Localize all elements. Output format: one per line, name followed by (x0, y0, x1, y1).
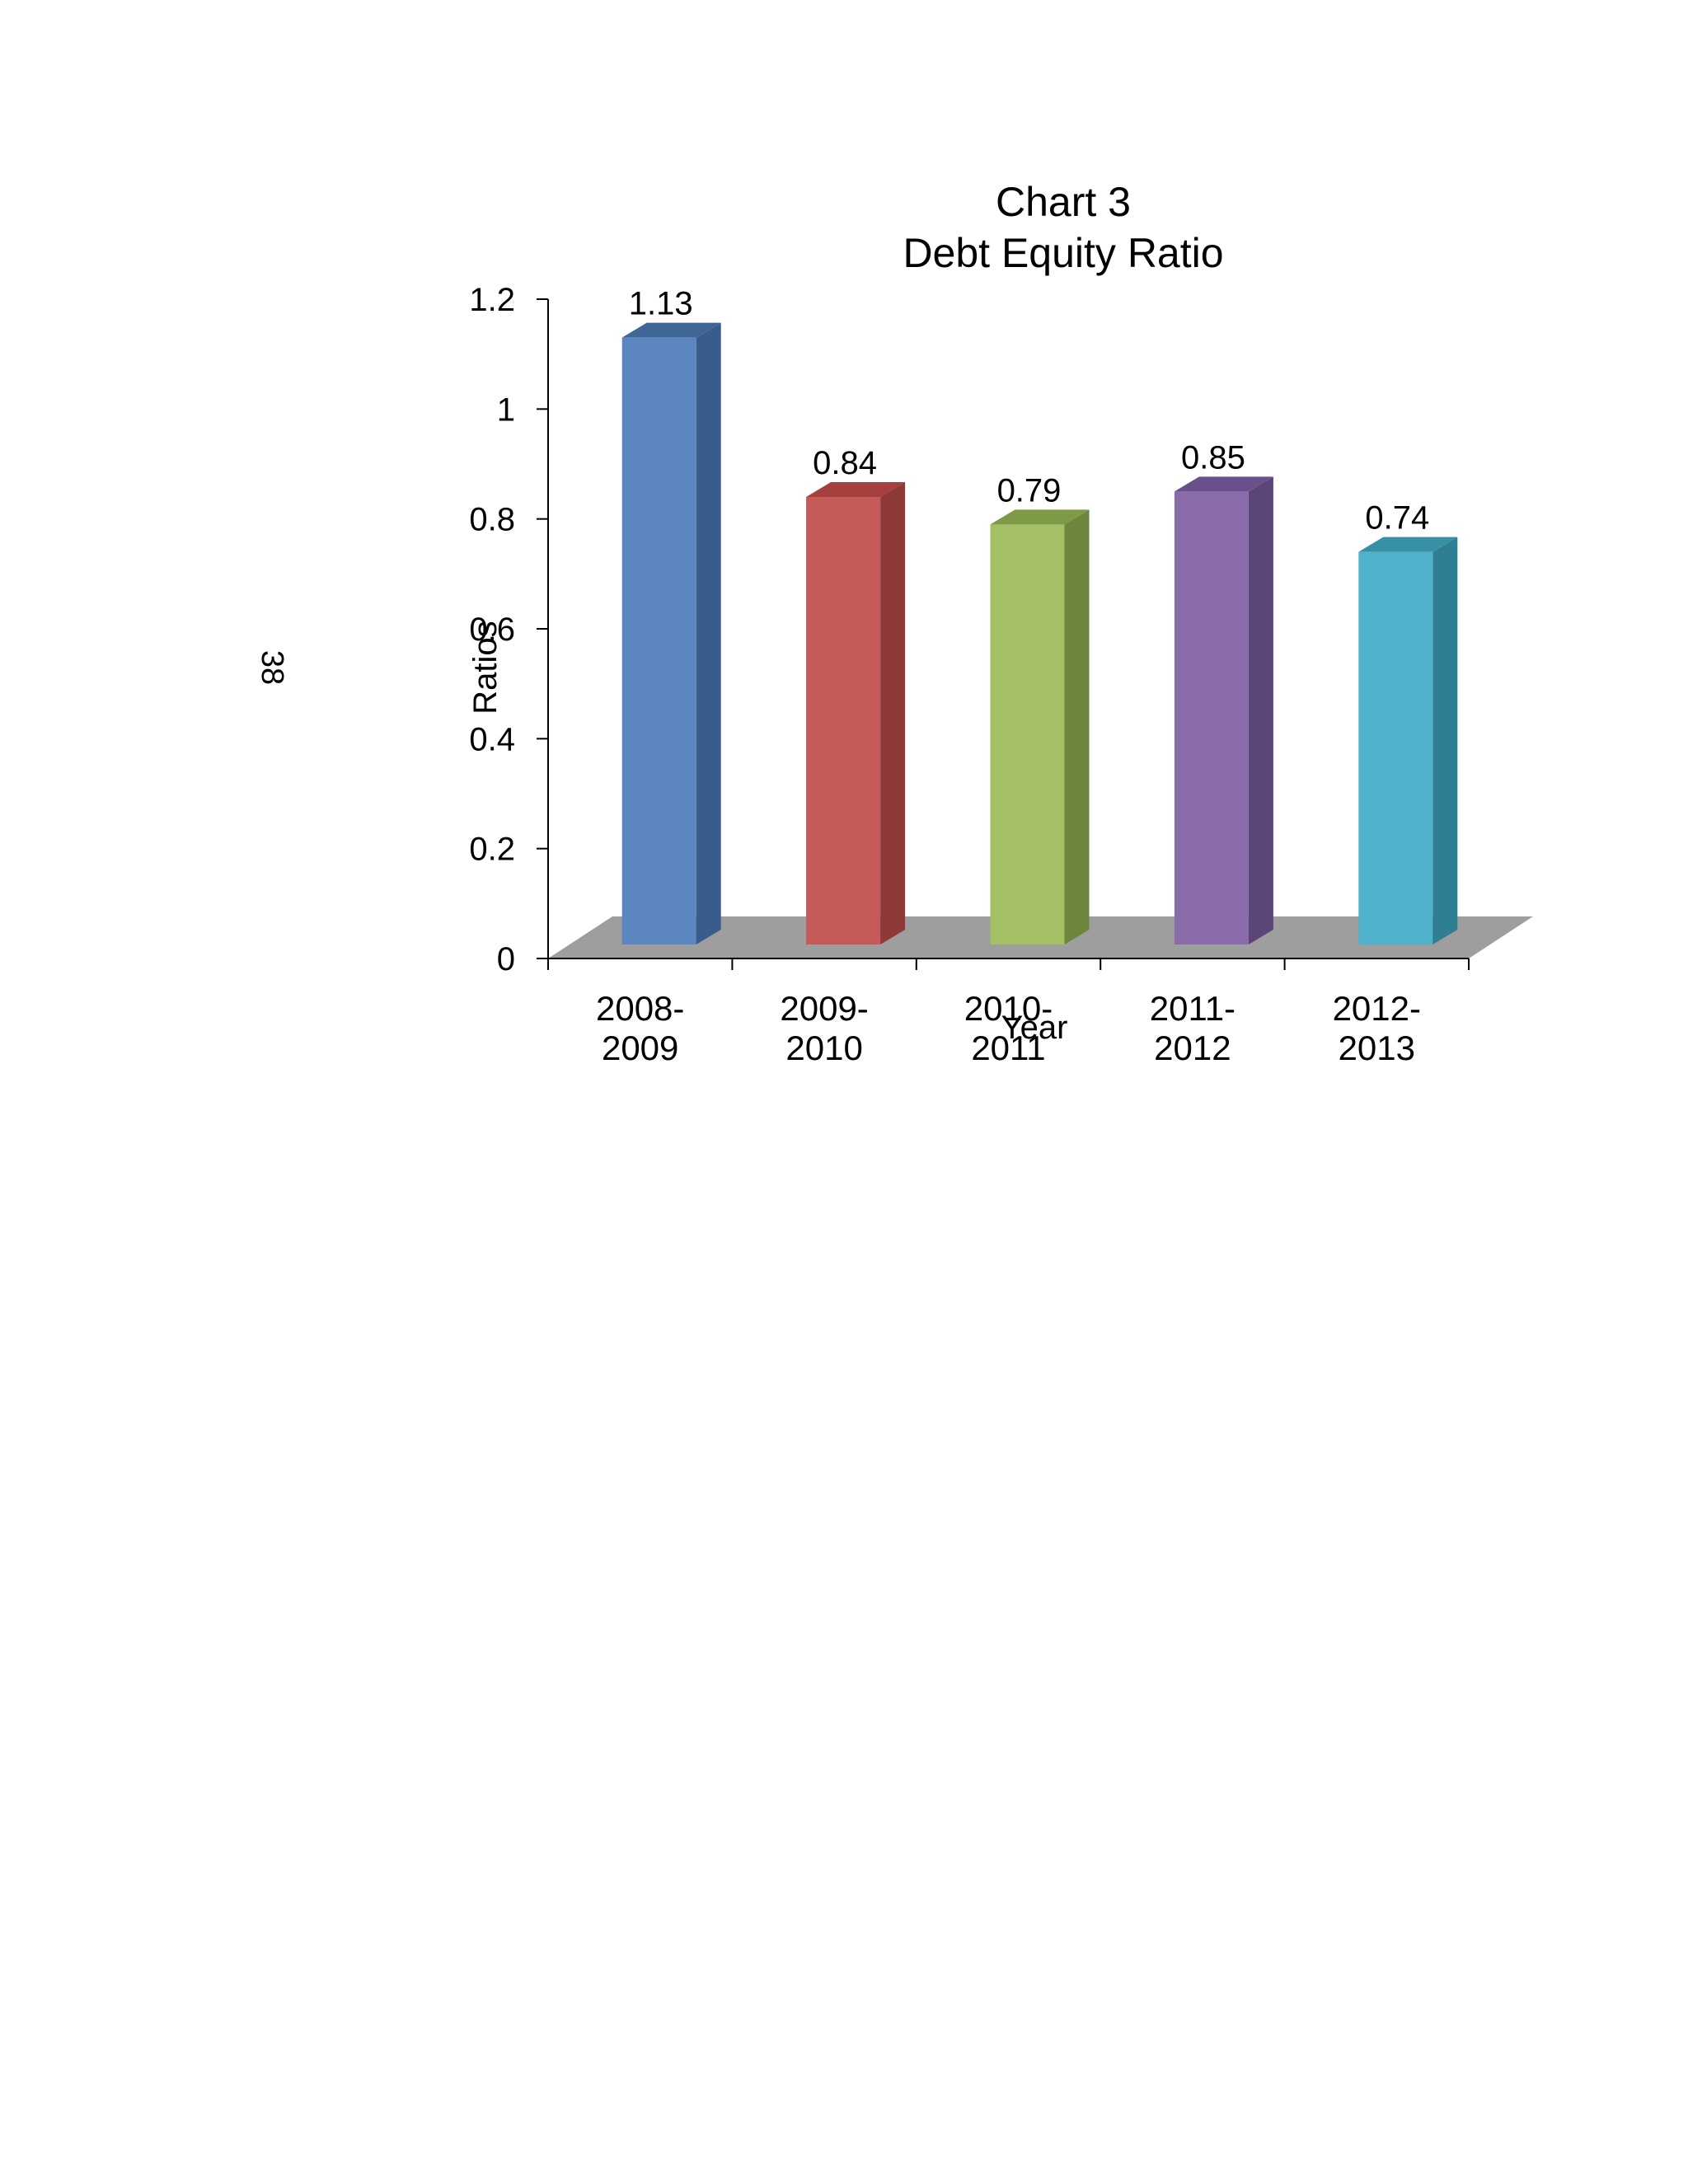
bar-side (1248, 476, 1273, 944)
bar-front (806, 497, 881, 944)
category-label: 2009 (602, 1029, 678, 1067)
chart-title-line-2: Debt Equity Ratio (903, 230, 1223, 276)
bars (621, 322, 1458, 945)
bar-side (696, 322, 721, 945)
page-number: 38 (255, 650, 289, 685)
y-ticks: 0 0.2 0.4 0.6 0.8 1 1.2 (469, 282, 548, 977)
category-label: 2009- (780, 989, 868, 1028)
y-tick-label: 0.4 (469, 721, 515, 757)
category-labels: 2008-2009 2009-2010 2010-2011 2011-2012 2012… (596, 989, 1421, 1067)
bar-front (1174, 491, 1249, 944)
bar-value-label: 0.74 (1365, 500, 1429, 537)
bar-value-label: 0.84 (813, 445, 877, 481)
y-tick-label: 0 (497, 941, 515, 977)
bar-front (990, 524, 1065, 944)
bar-top (1358, 537, 1458, 552)
y-axis-title: Ratios (467, 621, 504, 714)
x-ticks (547, 958, 1470, 970)
category-label: 2010- (964, 989, 1053, 1028)
category-label: 2010 (785, 1029, 862, 1067)
bar-side (1432, 537, 1458, 944)
y-tick-label: 0.8 (469, 502, 515, 538)
category-label: 2012 (1154, 1029, 1231, 1067)
bar-top (1174, 476, 1273, 492)
y-tick-label: 0.2 (469, 832, 515, 868)
y-tick-label: 1 (497, 391, 515, 428)
category-label: 2013 (1339, 1029, 1415, 1067)
category-label: 2011 (971, 1029, 1045, 1067)
bar-value-label: 1.13 (629, 286, 693, 322)
bar-top (806, 482, 906, 497)
chart-title-line-1: Chart 3 (996, 179, 1131, 225)
category-label: 2011- (1150, 989, 1236, 1028)
bar-side (880, 482, 906, 944)
category-label: 2008- (596, 989, 684, 1028)
value-labels: 1.13 0.84 0.79 0.85 0.74 (629, 286, 1429, 537)
x-axis-title: Year (1001, 1010, 1068, 1046)
bar-front (1358, 551, 1433, 944)
y-tick-label: 0.6 (469, 612, 515, 648)
bar-top (990, 509, 1090, 525)
y-tick-label: 1.2 (469, 282, 515, 318)
bar-side (1064, 509, 1090, 944)
bar-front (621, 337, 696, 945)
bar-top (621, 322, 721, 338)
category-label: 2012- (1333, 989, 1421, 1028)
bar-value-label: 0.85 (1181, 439, 1245, 476)
bar-value-label: 0.79 (997, 472, 1062, 509)
